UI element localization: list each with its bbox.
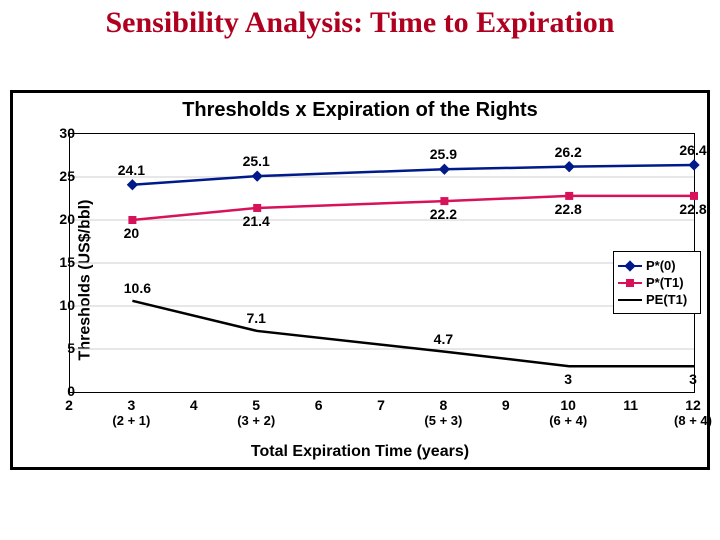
marker-square: [128, 216, 136, 224]
series-line: [132, 301, 694, 366]
x-tick-label: 5: [236, 397, 276, 413]
data-label: 3: [689, 371, 697, 387]
x-sub-label: (5 + 3): [413, 413, 473, 428]
legend-label: P*(T1): [646, 275, 684, 290]
y-tick-label: 30: [45, 125, 75, 141]
marker-diamond: [127, 179, 138, 190]
legend-label: P*(0): [646, 258, 676, 273]
marker-square: [565, 192, 573, 200]
marker-diamond: [564, 161, 575, 172]
marker-square: [440, 197, 448, 205]
data-label: 22.2: [430, 206, 457, 222]
x-tick-label: 3: [111, 397, 151, 413]
legend-item: P*(0): [618, 258, 696, 273]
x-tick-label: 4: [174, 397, 214, 413]
plot-area: [69, 133, 695, 393]
legend: P*(0) P*(T1) PE(T1): [613, 251, 701, 314]
marker-diamond: [439, 164, 450, 175]
data-label: 20: [124, 225, 140, 241]
marker-diamond: [252, 170, 263, 181]
x-tick-label: 11: [611, 397, 651, 413]
x-tick-label: 12: [673, 397, 713, 413]
data-label: 25.1: [243, 153, 270, 169]
x-sub-label: (8 + 4): [663, 413, 720, 428]
data-label: 25.9: [430, 146, 457, 162]
x-tick-label: 2: [49, 397, 89, 413]
x-sub-label: (6 + 4): [538, 413, 598, 428]
marker-square: [253, 204, 261, 212]
data-label: 26.4: [679, 142, 706, 158]
data-label: 26.2: [555, 144, 582, 160]
legend-item: PE(T1): [618, 292, 696, 307]
x-tick-label: 7: [361, 397, 401, 413]
page-title: Sensibility Analysis: Time to Expiration: [0, 6, 720, 40]
legend-label: PE(T1): [646, 292, 687, 307]
marker-diamond: [688, 159, 699, 170]
y-tick-label: 20: [45, 211, 75, 227]
legend-item: P*(T1): [618, 275, 696, 290]
chart-svg: [70, 134, 694, 392]
x-sub-label: (2 + 1): [101, 413, 161, 428]
legend-swatch: [618, 278, 642, 288]
legend-swatch: [618, 295, 642, 305]
data-label: 21.4: [243, 213, 270, 229]
chart-title: Thresholds x Expiration of the Rights: [13, 99, 707, 122]
data-label: 10.6: [124, 280, 151, 296]
x-tick-label: 10: [548, 397, 588, 413]
x-tick-label: 9: [486, 397, 526, 413]
data-label: 22.8: [679, 201, 706, 217]
y-tick-label: 25: [45, 168, 75, 184]
data-label: 7.1: [246, 310, 265, 326]
legend-swatch: [618, 261, 642, 271]
data-label: 24.1: [118, 162, 145, 178]
series-line: [132, 196, 694, 220]
y-tick-label: 10: [45, 297, 75, 313]
marker-square: [690, 192, 698, 200]
y-tick-label: 15: [45, 254, 75, 270]
chart-frame: Thresholds x Expiration of the Rights Th…: [10, 90, 710, 470]
x-tick-label: 8: [423, 397, 463, 413]
data-label: 4.7: [434, 331, 453, 347]
y-tick-label: 5: [45, 340, 75, 356]
x-sub-label: (3 + 2): [226, 413, 286, 428]
series-line: [132, 165, 694, 185]
x-tick-label: 6: [299, 397, 339, 413]
data-label: 22.8: [555, 201, 582, 217]
data-label: 3: [564, 371, 572, 387]
x-axis-label: Total Expiration Time (years): [13, 443, 707, 461]
